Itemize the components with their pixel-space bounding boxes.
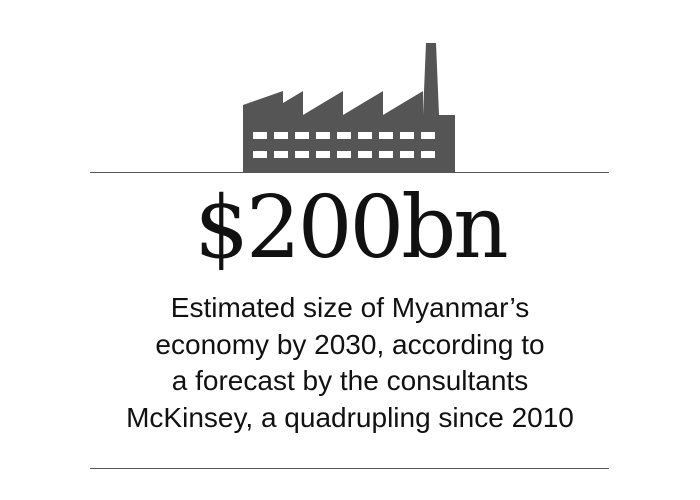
- factory-icon: [243, 43, 455, 173]
- caption-line: economy by 2030, according to: [155, 328, 545, 360]
- caption-line: McKinsey, a quadrupling since 2010: [126, 401, 574, 433]
- headline-figure: $200bn: [194, 178, 508, 278]
- top-divider: [90, 172, 609, 173]
- caption-line: a forecast by the consultants: [171, 365, 529, 396]
- caption-line: Estimated size of Myanmar’s: [170, 292, 530, 323]
- caption: Estimated size of Myanmar’s economy by 2…: [0, 290, 700, 436]
- bottom-divider: [90, 468, 609, 469]
